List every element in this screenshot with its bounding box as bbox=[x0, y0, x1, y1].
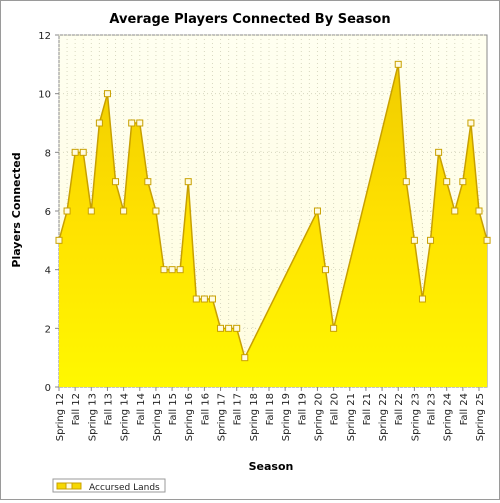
x-tick-label: Spring 16 bbox=[184, 393, 195, 441]
data-point-marker bbox=[112, 178, 120, 186]
series-area-fill bbox=[59, 64, 488, 388]
data-point-marker bbox=[225, 324, 233, 332]
data-point-marker bbox=[330, 324, 338, 332]
x-tick-label: Fall 24 bbox=[459, 393, 470, 425]
x-tick-label: Spring 25 bbox=[475, 393, 486, 441]
x-tick-label: Spring 23 bbox=[410, 393, 421, 441]
data-point-marker bbox=[136, 119, 144, 127]
series-markers bbox=[55, 60, 491, 362]
x-tick-label: Spring 13 bbox=[87, 393, 98, 441]
data-point-marker bbox=[313, 207, 321, 215]
x-tick-label: Spring 22 bbox=[378, 393, 389, 441]
data-point-marker bbox=[435, 148, 443, 156]
data-point-marker bbox=[103, 90, 111, 98]
data-point-marker bbox=[184, 178, 192, 186]
y-tick-label: 2 bbox=[45, 324, 51, 335]
x-tick-label: Spring 12 bbox=[55, 393, 66, 441]
y-axis-title: Players Connected bbox=[10, 152, 23, 267]
x-tick-label: Fall 17 bbox=[233, 393, 244, 425]
legend-label: Accursed Lands bbox=[89, 483, 160, 493]
data-point-marker bbox=[63, 207, 71, 215]
x-tick-label: Fall 21 bbox=[362, 393, 373, 425]
data-point-marker bbox=[443, 178, 451, 186]
x-tick-label: Fall 18 bbox=[265, 393, 276, 425]
x-tick-label: Spring 24 bbox=[443, 393, 454, 441]
chart-title: Average Players Connected By Season bbox=[109, 12, 390, 27]
legend-marker bbox=[65, 482, 73, 490]
x-tick-label: Fall 13 bbox=[103, 393, 114, 425]
x-tick-label: Fall 19 bbox=[297, 393, 308, 425]
data-point-marker bbox=[459, 178, 467, 186]
x-tick-label: Spring 21 bbox=[346, 393, 357, 441]
data-point-marker bbox=[241, 354, 249, 362]
data-point-marker bbox=[483, 236, 491, 244]
data-point-marker bbox=[168, 266, 176, 274]
data-point-marker bbox=[402, 178, 410, 186]
data-point-marker bbox=[475, 207, 483, 215]
data-point-marker bbox=[233, 324, 241, 332]
y-tick-label: 12 bbox=[38, 31, 51, 42]
x-tick-label: Spring 14 bbox=[120, 393, 131, 441]
legend: Accursed Lands bbox=[52, 478, 166, 493]
data-point-marker bbox=[418, 295, 426, 303]
data-point-marker bbox=[160, 266, 168, 274]
x-tick-label: Fall 23 bbox=[427, 393, 438, 425]
x-axis-tick-labels: Spring 12 Fall 12 Spring 13 Fall 13 Spring 1… bbox=[55, 387, 486, 441]
x-tick-label: Spring 15 bbox=[152, 393, 163, 441]
data-point-marker bbox=[120, 207, 128, 215]
data-point-marker bbox=[71, 148, 79, 156]
y-tick-label: 0 bbox=[45, 383, 51, 394]
x-tick-label: Spring 20 bbox=[313, 393, 324, 441]
data-point-marker bbox=[394, 60, 402, 68]
data-point-marker bbox=[152, 207, 160, 215]
x-tick-label: Spring 17 bbox=[217, 393, 228, 441]
x-tick-label: Fall 15 bbox=[168, 393, 179, 425]
x-tick-label: Fall 14 bbox=[136, 393, 147, 425]
data-point-marker bbox=[87, 207, 95, 215]
data-point-marker bbox=[427, 236, 435, 244]
data-point-marker bbox=[144, 178, 152, 186]
data-point-marker bbox=[322, 266, 330, 274]
data-point-marker bbox=[95, 119, 103, 127]
data-point-marker bbox=[176, 266, 184, 274]
data-point-marker bbox=[128, 119, 136, 127]
data-point-marker bbox=[200, 295, 208, 303]
y-tick-label: 10 bbox=[38, 90, 51, 101]
data-point-marker bbox=[208, 295, 216, 303]
x-axis-title: Season bbox=[249, 460, 294, 473]
x-tick-label: Spring 18 bbox=[249, 393, 260, 441]
x-tick-label: Fall 22 bbox=[394, 393, 405, 425]
data-point-marker bbox=[192, 295, 200, 303]
x-tick-label: Fall 16 bbox=[200, 393, 211, 425]
y-axis-tick-labels: 0 2 4 6 8 10 12 bbox=[38, 31, 59, 394]
data-point-marker bbox=[55, 236, 63, 244]
y-tick-label: 8 bbox=[45, 148, 51, 159]
data-point-marker bbox=[467, 119, 475, 127]
data-point-marker bbox=[410, 236, 418, 244]
data-point-marker bbox=[79, 148, 87, 156]
x-tick-label: Spring 19 bbox=[281, 393, 292, 441]
x-tick-label: Fall 20 bbox=[330, 393, 341, 425]
data-point-marker bbox=[451, 207, 459, 215]
series-area bbox=[59, 64, 488, 388]
data-point-marker bbox=[217, 324, 225, 332]
y-tick-label: 4 bbox=[45, 266, 51, 277]
x-tick-label: Fall 12 bbox=[71, 393, 82, 425]
y-tick-label: 6 bbox=[45, 207, 51, 218]
